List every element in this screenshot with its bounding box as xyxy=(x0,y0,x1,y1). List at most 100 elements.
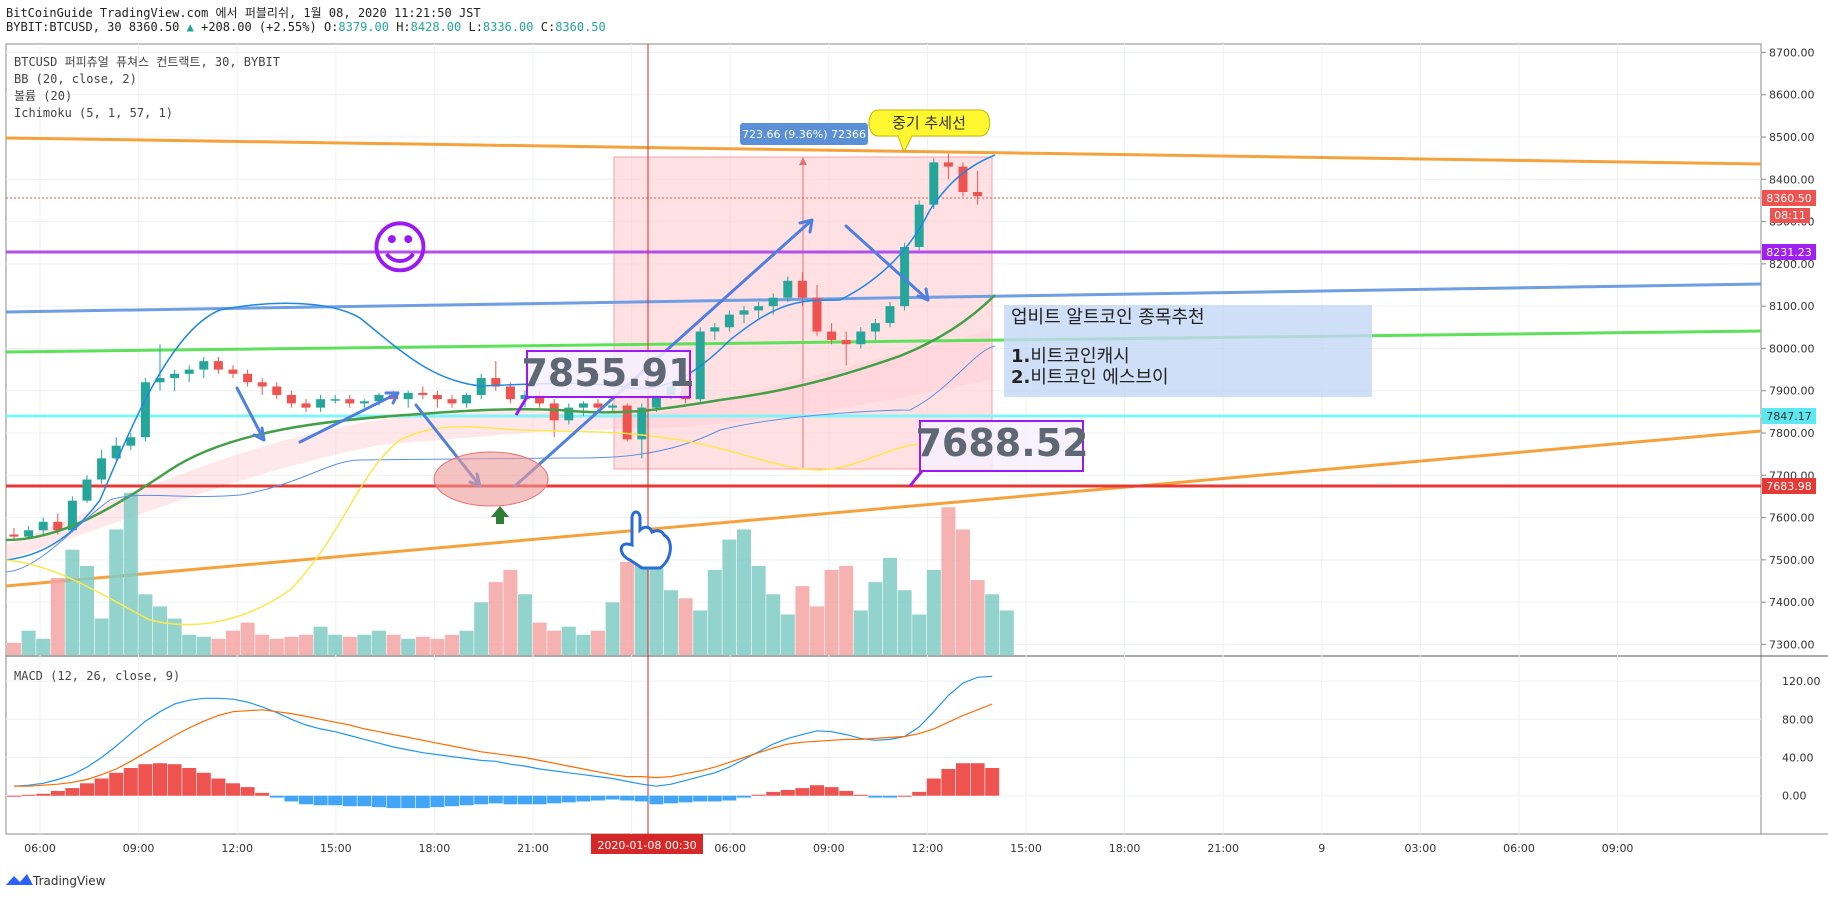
change-up-arrow-icon: ▲ xyxy=(186,20,194,34)
candle-body[interactable] xyxy=(929,162,939,205)
candle-body[interactable] xyxy=(564,407,574,421)
candle-body[interactable] xyxy=(184,369,194,374)
macd-hist-bar xyxy=(372,795,386,808)
candle-body[interactable] xyxy=(111,445,121,459)
candle-body[interactable] xyxy=(958,166,968,192)
macd-hist-bar xyxy=(226,783,240,796)
candle-body[interactable] xyxy=(67,500,77,531)
x-tick-label: 06:00 xyxy=(24,842,56,855)
candle-body[interactable] xyxy=(783,280,793,298)
candle-body[interactable] xyxy=(213,361,223,370)
candle-body[interactable] xyxy=(900,246,910,307)
candle-body[interactable] xyxy=(170,373,180,379)
upper-trendline[interactable] xyxy=(5,136,1762,166)
low-value: 8336.00 xyxy=(482,20,534,34)
candle-body[interactable] xyxy=(9,534,19,537)
trend-callout[interactable] xyxy=(868,109,991,154)
macd-hist-bar xyxy=(780,789,795,796)
candle-body[interactable] xyxy=(24,530,34,537)
candle-body[interactable] xyxy=(535,394,545,404)
candle-body[interactable] xyxy=(53,521,63,531)
candle-body[interactable] xyxy=(330,399,340,401)
candle-body[interactable] xyxy=(608,405,618,408)
candle-body[interactable] xyxy=(491,378,501,387)
ichimoku-base-line xyxy=(5,294,996,542)
candle-body[interactable] xyxy=(973,191,983,197)
candle-body[interactable] xyxy=(389,394,399,400)
smiley-icon[interactable]: ☺ xyxy=(370,214,430,282)
volume-bar xyxy=(518,594,532,655)
candle-body[interactable] xyxy=(155,378,165,383)
candle-body[interactable] xyxy=(637,407,647,440)
candle-body[interactable] xyxy=(827,331,837,340)
candle-body[interactable] xyxy=(82,479,92,501)
macd-tick-label: 120.00 xyxy=(1782,675,1821,688)
candle-body[interactable] xyxy=(140,382,150,438)
candle-body[interactable] xyxy=(593,403,603,408)
candle-body[interactable] xyxy=(505,386,515,400)
candle-body[interactable] xyxy=(885,306,895,324)
candles[interactable] xyxy=(9,153,983,541)
candle-body[interactable] xyxy=(943,162,953,167)
candle-body[interactable] xyxy=(272,386,282,395)
recommendation-note[interactable] xyxy=(1004,305,1372,397)
macd-hist-bar xyxy=(561,795,576,803)
candle-body[interactable] xyxy=(447,399,457,404)
candle-body[interactable] xyxy=(301,403,311,408)
candle-body[interactable] xyxy=(914,204,924,247)
candle-body[interactable] xyxy=(345,399,355,404)
candle-body[interactable] xyxy=(126,437,136,446)
candle-body[interactable] xyxy=(797,280,807,298)
x-tick-label: 21:00 xyxy=(1207,842,1239,855)
x-tick-label: 09:00 xyxy=(123,842,155,855)
highlight-ellipse[interactable] xyxy=(433,451,549,507)
note-item-2: 2.비트코인 에스브이 xyxy=(1011,367,1169,388)
open-value: 8379.00 xyxy=(338,20,389,34)
macd-hist-bar xyxy=(620,795,635,801)
candle-body[interactable] xyxy=(462,394,472,404)
candle-body[interactable] xyxy=(257,382,267,387)
price-box-1[interactable] xyxy=(526,350,691,398)
publish-header: BitCoinGuide TradingView.com 에서 퍼블리쉬, 1월… xyxy=(6,6,481,20)
time-axis[interactable]: 06:00 09:00 12:00 15:00 18:00 21:00 03:00 06:00… xyxy=(24,842,1633,855)
price-box-2[interactable] xyxy=(919,420,1084,472)
candle-body[interactable] xyxy=(97,458,107,480)
candle-body[interactable] xyxy=(199,361,209,370)
green-trendline[interactable] xyxy=(5,329,1762,354)
blue-trendline[interactable] xyxy=(5,282,1762,314)
candle-body[interactable] xyxy=(870,323,880,332)
volume-bar xyxy=(255,634,270,655)
candle-body[interactable] xyxy=(710,327,720,332)
lower-trendline[interactable] xyxy=(5,429,1762,588)
price-tag-cyan-text: 7847.17 xyxy=(1766,410,1812,423)
candle-body[interactable] xyxy=(768,297,778,307)
candle-body[interactable] xyxy=(812,297,822,332)
candle-body[interactable] xyxy=(724,314,734,328)
volume-bar xyxy=(196,636,211,655)
candle-body[interactable] xyxy=(578,403,588,408)
candle-body[interactable] xyxy=(841,339,851,345)
candle-body[interactable] xyxy=(739,310,749,315)
candle-body[interactable] xyxy=(651,394,661,408)
candle-body[interactable] xyxy=(228,369,238,374)
x-tick-label: 09:00 xyxy=(1602,842,1634,855)
macd-hist-bar xyxy=(751,794,766,796)
candle-body[interactable] xyxy=(549,403,559,421)
candle-body[interactable] xyxy=(432,394,442,400)
candle-body[interactable] xyxy=(38,521,48,531)
candle-body[interactable] xyxy=(243,373,253,383)
candle-body[interactable] xyxy=(622,405,632,440)
candle-body[interactable] xyxy=(418,392,428,395)
price-axis[interactable]: 8700.008600.008500.008400.008300.008200.… xyxy=(1761,46,1815,651)
candle-body[interactable] xyxy=(316,399,326,408)
candle-body[interactable] xyxy=(754,306,764,311)
candle-body[interactable] xyxy=(374,394,384,402)
candle-body[interactable] xyxy=(359,401,369,404)
candle-body[interactable] xyxy=(520,394,530,400)
y-tick-label: 7900.00 xyxy=(1769,385,1815,398)
price-tag-cyan: 7847.17 xyxy=(1762,408,1816,424)
candle-body[interactable] xyxy=(403,392,413,400)
candle-body[interactable] xyxy=(856,331,866,345)
candle-body[interactable] xyxy=(286,394,296,404)
